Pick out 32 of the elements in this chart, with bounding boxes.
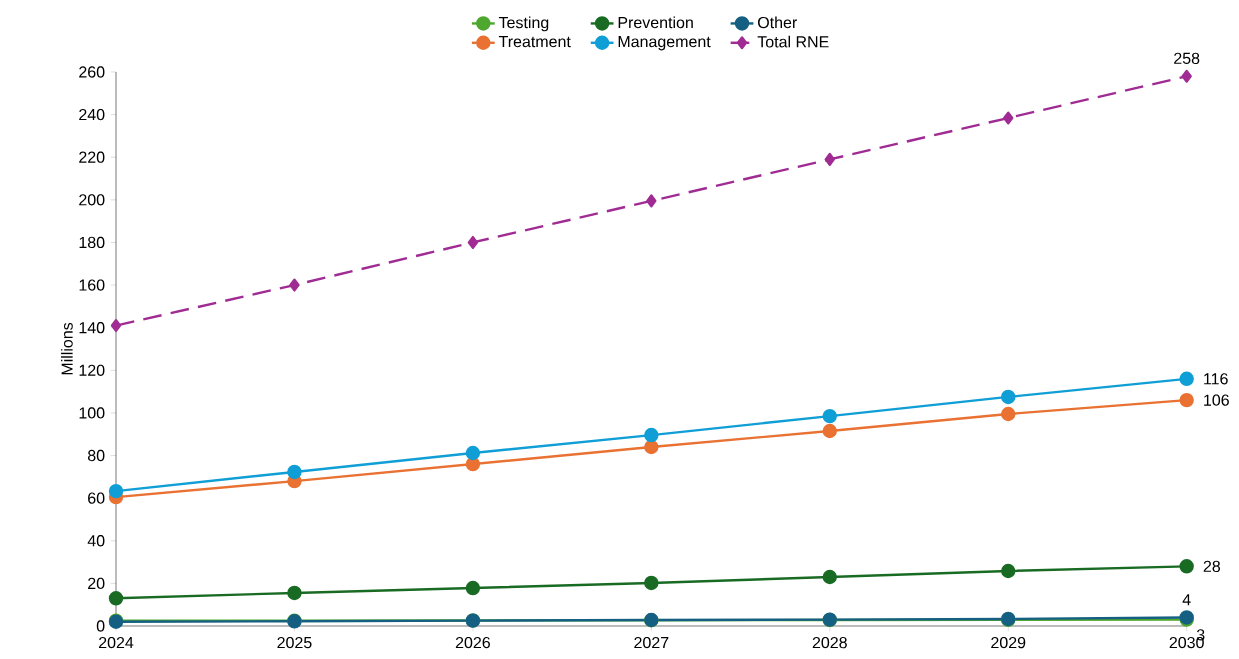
x-tick-label: 2028 bbox=[812, 636, 847, 649]
x-tick-label: 2027 bbox=[634, 636, 669, 649]
x-tick-label: 2024 bbox=[99, 636, 134, 649]
y-tick-label: 240 bbox=[79, 108, 105, 121]
y-axis-title: Millions bbox=[61, 322, 73, 375]
y-tick-label: 40 bbox=[87, 535, 105, 547]
data-label: 106 bbox=[1204, 394, 1229, 406]
y-tick-label: 260 bbox=[79, 66, 105, 78]
legend-label: Treatment bbox=[498, 36, 571, 48]
y-tick-label: 200 bbox=[79, 194, 105, 206]
x-tick-label: 2029 bbox=[991, 636, 1026, 649]
y-tick-label: 140 bbox=[79, 322, 105, 334]
y-tick-label: 60 bbox=[88, 492, 105, 504]
y-tick-label: 180 bbox=[79, 236, 105, 249]
y-tick-label: 80 bbox=[87, 449, 105, 462]
legend-label: Total RNE bbox=[757, 35, 829, 48]
legend-label: Management bbox=[618, 36, 711, 51]
y-tick-label: 160 bbox=[79, 279, 105, 291]
data-label: 258 bbox=[1174, 52, 1200, 64]
legend-label: Prevention bbox=[618, 16, 693, 29]
y-tick-label: 100 bbox=[79, 407, 105, 419]
data-label: 4 bbox=[1182, 594, 1191, 606]
data-label: 28 bbox=[1203, 560, 1221, 572]
x-tick-label: 2026 bbox=[455, 636, 490, 649]
data-label: 116 bbox=[1204, 373, 1228, 385]
x-tick-label: 2025 bbox=[277, 636, 312, 649]
y-tick-label: 20 bbox=[88, 577, 105, 590]
y-tick-label: 220 bbox=[79, 151, 105, 163]
legend-label: Other bbox=[758, 16, 797, 29]
y-tick-label: 0 bbox=[96, 620, 105, 632]
legend-label: Testing bbox=[498, 16, 549, 32]
y-tick-label: 120 bbox=[79, 364, 105, 376]
